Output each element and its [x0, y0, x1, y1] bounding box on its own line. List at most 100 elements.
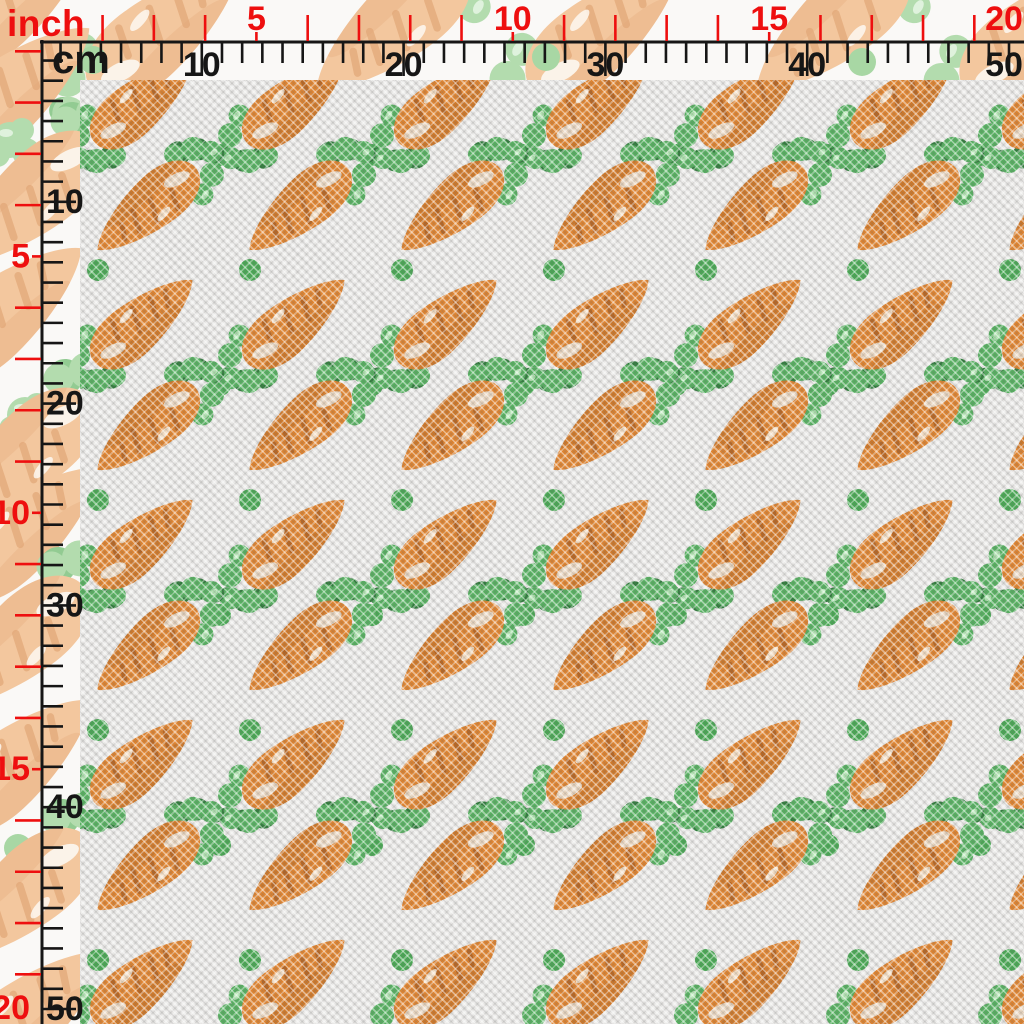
carrot-leaf-shine: [210, 588, 218, 596]
carrot-detail: [261, 948, 338, 1024]
polka-dot: [87, 719, 109, 741]
carrot-stripe: [575, 661, 584, 682]
carrot-stripe: [466, 288, 475, 309]
carrot-leaf: [332, 796, 357, 821]
carrot-underside-shade: [869, 741, 946, 816]
carrot-underside-shade: [766, 0, 882, 58]
carrot-leaf: [237, 809, 262, 834]
carrot-leaf: [503, 162, 528, 187]
carrot-stripe: [130, 745, 143, 774]
carrot-stripe: [738, 868, 751, 895]
carrot-leaf-shine: [472, 0, 484, 14]
carrot-leaf-shine: [233, 770, 241, 780]
polka-dot: [87, 949, 109, 971]
carrot-leaf: [978, 783, 1003, 808]
carrot-underside-shade: [261, 301, 338, 376]
carrot: [826, 939, 953, 1024]
carrot-stripe: [451, 295, 464, 322]
carrot-stripe: [922, 728, 931, 749]
carrot-underside-shade: [408, 814, 485, 889]
carrot-stripe: [44, 41, 57, 71]
carrot-stripe: [434, 208, 447, 235]
carrot-detail: [109, 948, 186, 1024]
carrot-stripe: [907, 856, 920, 885]
carrot-stripe: [727, 881, 736, 902]
carrot-stripe: [413, 98, 425, 123]
carrot-leaf: [788, 356, 813, 381]
carrot-stripe: [130, 525, 143, 554]
carrot-underside-shade: [712, 374, 789, 449]
carrot-stripe: [755, 80, 768, 102]
carrot-leaf: [468, 144, 489, 165]
carrot-stripe: [261, 318, 273, 343]
carrot-gloss: [271, 309, 285, 324]
inch-tick-label: 10: [494, 0, 532, 38]
carrot-underside-shade: [256, 154, 333, 229]
carrot-stripe: [261, 538, 273, 563]
carrot-leaf-shine: [81, 550, 89, 560]
carrot: [673, 719, 801, 834]
carrot: [825, 499, 953, 614]
carrot-leaf-shine: [505, 850, 513, 860]
carrot-leaf-shine: [385, 990, 393, 1000]
carrot-highlight: [556, 342, 583, 359]
carrot-stripe: [109, 978, 121, 1003]
carrot-gloss: [917, 426, 931, 441]
carrot-leaf: [959, 382, 984, 407]
carrot-leaf-shine: [818, 368, 826, 376]
carrot-leaf: [713, 145, 734, 166]
carrot-leaf: [978, 343, 1003, 368]
carrot-leaf-shine: [666, 368, 674, 376]
carrot-detail: [0, 41, 80, 172]
carrot: [249, 796, 377, 911]
carrot-underside-shade: [109, 81, 186, 156]
carrot-stripe: [169, 187, 181, 212]
carrot: [217, 80, 345, 174]
inch-tick-label: 20: [985, 0, 1023, 38]
carrot-highlight: [315, 391, 342, 408]
carrot-leaf-shine: [81, 110, 89, 120]
carrot-stripe: [413, 538, 425, 563]
carrot: [553, 796, 681, 911]
cm-tick-label: 10: [183, 46, 221, 84]
carrot-stripe: [466, 508, 475, 529]
carrot-detail: [712, 374, 789, 462]
carrot-leaf-shine: [689, 330, 697, 340]
carrot-underside-shade: [261, 81, 338, 156]
carrot-gloss: [613, 866, 627, 881]
carrot-gloss: [461, 426, 475, 441]
carrot-underside-shade: [413, 741, 490, 816]
carrot-leaf: [561, 365, 582, 386]
carrot-leaf: [772, 804, 793, 825]
carrot: [553, 136, 681, 251]
carrot-underside-shade: [408, 594, 485, 669]
carrot-stripe: [777, 627, 789, 652]
carrot-detail: [109, 728, 186, 816]
carrot-stripe: [451, 856, 464, 885]
carrot-stripe: [282, 965, 295, 994]
carrot-stripe: [48, 868, 65, 904]
carrot-highlight: [163, 611, 190, 628]
carrot-gloss: [157, 646, 171, 661]
carrot-underside-shade: [0, 566, 62, 678]
carrot: [401, 356, 529, 471]
carrot-gloss: [575, 309, 589, 324]
carrot-underside-shade: [109, 961, 186, 1024]
carrot-leaf: [713, 365, 734, 386]
carrot-stripe: [299, 636, 312, 665]
carrot-stripe: [423, 441, 432, 462]
inch-tick-label: 15: [0, 750, 30, 788]
carrot-leaf: [522, 343, 547, 368]
carrot-highlight: [860, 782, 887, 799]
carrot-leaf: [845, 589, 870, 614]
carrot-leaf: [316, 144, 337, 165]
carrot-stripe: [586, 525, 599, 554]
carrot: [369, 499, 497, 614]
cm-tick-label: 20: [46, 385, 84, 423]
inch-tick-label: 20: [0, 989, 30, 1024]
carrot: [825, 279, 953, 394]
carrot-leaf: [636, 576, 661, 601]
cm-tick-label: 30: [586, 46, 624, 84]
carrot-leaf: [1017, 365, 1024, 386]
carrot-stripe: [58, 171, 75, 207]
